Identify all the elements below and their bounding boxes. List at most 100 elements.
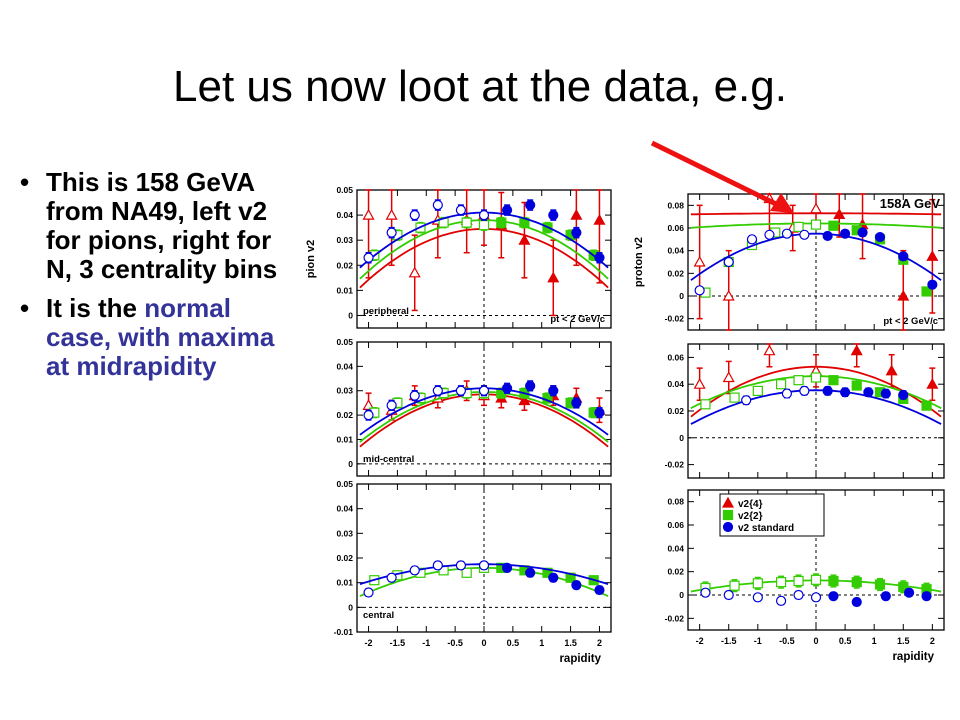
circle-marker [386,400,397,411]
plot-panel: -0.02 0 0.02 0.04 0.06 [665,343,945,479]
x-tick-label: 1.5 [897,636,910,646]
y-tick-label: 0.03 [336,528,353,538]
panel-label: mid-central [363,454,414,465]
triangle-marker [763,344,776,356]
circle-marker [781,388,793,399]
proton-v2-figure: -0.02 0 0.02 0.04 0.06 0.08 pt < 2 GeV/c -0.02 0… [633,192,945,663]
legend-label: v2{2} [738,511,763,522]
square-marker [828,375,839,386]
circle-marker [363,587,374,598]
data-series [700,587,932,608]
square-marker [874,579,886,590]
data-series [359,380,609,436]
pion-v2-figure: 0 0.01 0.02 0.03 0.04 0.05 peripheral pt < 2 Ge… [305,185,612,665]
circle-marker [851,596,862,608]
data-series [690,372,942,411]
circle-marker [723,256,734,268]
triangle-marker [763,192,776,204]
y-tick-label: 0.04 [667,379,684,389]
square-marker [722,509,734,521]
circle-marker [903,587,915,598]
y-tick-label: 0.01 [336,434,353,444]
circle-marker [363,409,374,421]
data-series [359,199,609,269]
x-axis-title: rapidity [892,651,934,663]
x-tick-label: 2 [930,636,935,646]
circle-marker [857,227,868,238]
y-tick-label: 0 [679,291,684,301]
y-tick-label: 0.03 [336,235,353,245]
circle-marker [478,560,490,571]
triangle-marker [547,271,560,283]
triangle-marker [693,255,706,267]
pt-cut-label: pt < 2 GeV/c [550,314,605,325]
y-tick-label: 0.05 [336,185,353,195]
y-tick-label: 0.04 [336,210,353,220]
fit-curve [690,389,942,425]
square-marker [496,217,507,228]
circle-marker [571,397,582,409]
y-tick-label: 0.08 [667,200,684,210]
plot-panel: 0 0.01 0.02 0.03 0.04 0.05 peripheral pt < 2 Ge… [336,185,612,329]
chart-title: 158A GeV [880,196,941,211]
triangle-marker [362,208,375,220]
bullet-dot-icon: • [20,293,30,323]
y-tick-label: 0.03 [336,386,353,396]
triangle-marker [570,208,583,220]
circle-marker [501,204,513,216]
x-tick-label: 0 [813,636,818,646]
circle-marker [793,589,804,601]
circle-marker [501,562,513,573]
square-marker [461,567,472,578]
square-marker [810,372,822,383]
y-tick-label: 0.02 [336,410,353,420]
circle-marker [594,584,605,596]
x-tick-label: -0.5 [447,638,463,648]
square-marker [851,380,862,391]
square-marker [752,385,763,396]
x-tick-label: -1.5 [390,638,406,648]
triangle-marker [385,208,398,220]
y-tick-label: 0.02 [667,268,684,278]
triangle-marker [721,496,735,508]
y-tick-label: 0.01 [336,578,353,588]
y-tick-label: 0.04 [667,246,684,256]
x-tick-label: -1 [754,636,762,646]
y-tick-label: 0.02 [667,406,684,416]
bullet-list: • This is 158 GeVA from NA49, left v2 fo… [18,168,293,381]
square-marker [461,217,472,228]
square-marker [775,379,787,390]
circle-marker [525,567,536,578]
circle-marker [880,591,891,602]
data-series [359,560,609,598]
square-marker [828,575,839,587]
data-series [690,343,942,418]
bullet-item: • This is 158 GeVA from NA49, left v2 fo… [18,168,293,284]
y-tick-label: 0.06 [667,223,684,233]
circle-marker [455,560,467,571]
data-series [690,227,942,296]
circle-marker [810,592,822,603]
square-marker [478,220,490,231]
circle-marker [548,209,559,221]
panel-label: central [363,610,394,621]
circle-marker [478,209,490,221]
y-tick-label: 0 [348,310,353,320]
legend: v2{4}v2{2}v2 standard [719,493,825,537]
plot-panel: 0 0.01 0.02 0.03 0.04 0.05 mid-central [336,337,612,477]
legend-box [719,493,825,537]
circle-marker [822,385,833,396]
y-tick-label: 0.04 [336,504,353,514]
y-tick-label: -0.02 [665,613,685,623]
circle-marker [548,572,559,583]
triangle-marker [518,233,531,245]
square-marker [828,220,839,231]
circle-marker [594,252,605,263]
triangle-marker [809,202,823,214]
y-tick-label: 0.06 [667,520,684,530]
y-tick-label: 0 [348,602,353,612]
triangle-marker [722,289,735,301]
y-tick-label: 0.04 [336,361,353,371]
circle-marker [525,380,536,391]
y-tick-label: 0 [348,459,353,469]
